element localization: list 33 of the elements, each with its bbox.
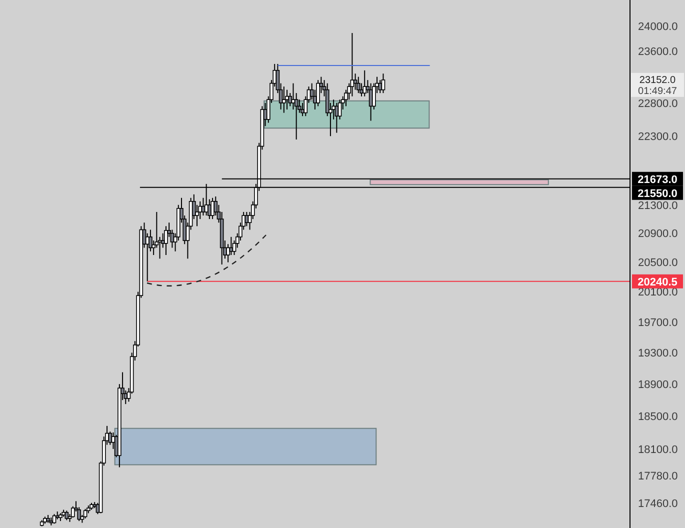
y-tick-label: 18100.0 (638, 444, 678, 456)
ref-line-label: 20240.5 (638, 276, 678, 288)
y-tick-label: 18500.0 (638, 411, 678, 424)
candlestick (378, 80, 382, 94)
candlestick (282, 86, 286, 114)
candlestick (316, 80, 320, 107)
text: 23152.0 (639, 74, 676, 86)
y-tick-label: 21300.0 (638, 200, 678, 212)
y-tick-label: 17780.0 (638, 470, 678, 483)
y-tick-label: 20100.0 (638, 286, 678, 299)
y-tick-label: 22800.0 (638, 98, 678, 110)
y-tick-label: 19300.0 (638, 348, 678, 360)
candlestick (381, 73, 386, 94)
y-tick-label: 22300.0 (638, 131, 678, 144)
y-tick-label: 18900.0 (638, 379, 678, 392)
ref-line-label: 21550.0 (638, 188, 678, 200)
text: 01:49:47 (638, 86, 678, 97)
candlestick (291, 82, 296, 110)
candlestick (356, 76, 360, 94)
y-tick-label: 24000.0 (638, 20, 678, 33)
candlestick (195, 204, 199, 227)
y-tick-label: 23600.0 (638, 46, 678, 58)
candlestick (353, 73, 358, 90)
candlestick (350, 32, 354, 97)
candlestick (164, 226, 168, 256)
y-tick-label: 20500.0 (638, 257, 678, 270)
candlestick (64, 510, 69, 521)
candlestick (83, 508, 88, 519)
ref-line-label: 21673.0 (638, 174, 678, 186)
candlestick (362, 70, 367, 97)
y-tick-label: 19700.0 (638, 316, 678, 329)
y-tick-label: 17460.0 (638, 498, 678, 510)
y-tick-label: 20900.0 (638, 228, 678, 240)
